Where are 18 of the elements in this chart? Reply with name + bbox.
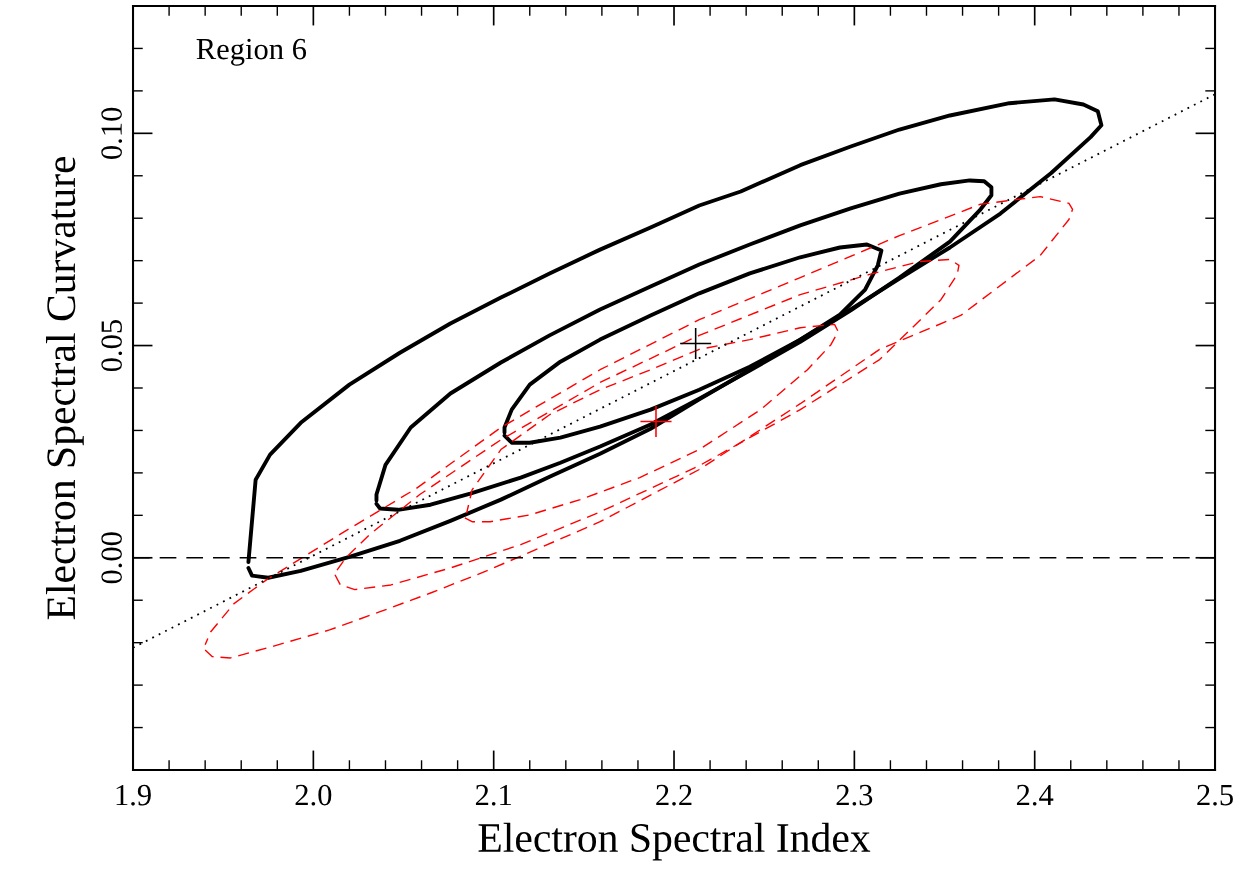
x-tick-label: 2.0 xyxy=(295,784,332,806)
x-tick-label: 2.1 xyxy=(475,784,511,806)
y-tick-label: 0.10 xyxy=(101,107,123,159)
line-series xyxy=(464,323,839,523)
line-series xyxy=(374,178,994,512)
x-tick-label: 2.2 xyxy=(656,784,692,806)
x-tick-label: 2.3 xyxy=(836,784,873,806)
x-axis-title: Electron Spectral Index xyxy=(478,822,871,861)
y-tick-label: 0.05 xyxy=(101,320,123,372)
x-tick-label: 1.9 xyxy=(116,784,151,806)
y-axis-title: Electron Spectral Curvature xyxy=(45,156,84,620)
y-tick-label: 0.00 xyxy=(101,532,123,584)
x-tick-label: 2.4 xyxy=(1016,784,1054,806)
line-series xyxy=(204,195,1074,659)
annotation: Region 6 xyxy=(196,38,307,66)
line-series xyxy=(334,258,960,591)
line-series xyxy=(502,242,884,445)
x-tick-label: 2.5 xyxy=(1197,784,1233,806)
